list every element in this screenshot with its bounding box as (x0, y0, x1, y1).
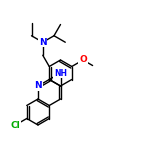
Text: Cl: Cl (11, 120, 20, 129)
Text: N: N (39, 38, 46, 47)
Text: N: N (34, 81, 42, 90)
Text: NH: NH (54, 69, 67, 78)
Text: O: O (79, 56, 87, 64)
